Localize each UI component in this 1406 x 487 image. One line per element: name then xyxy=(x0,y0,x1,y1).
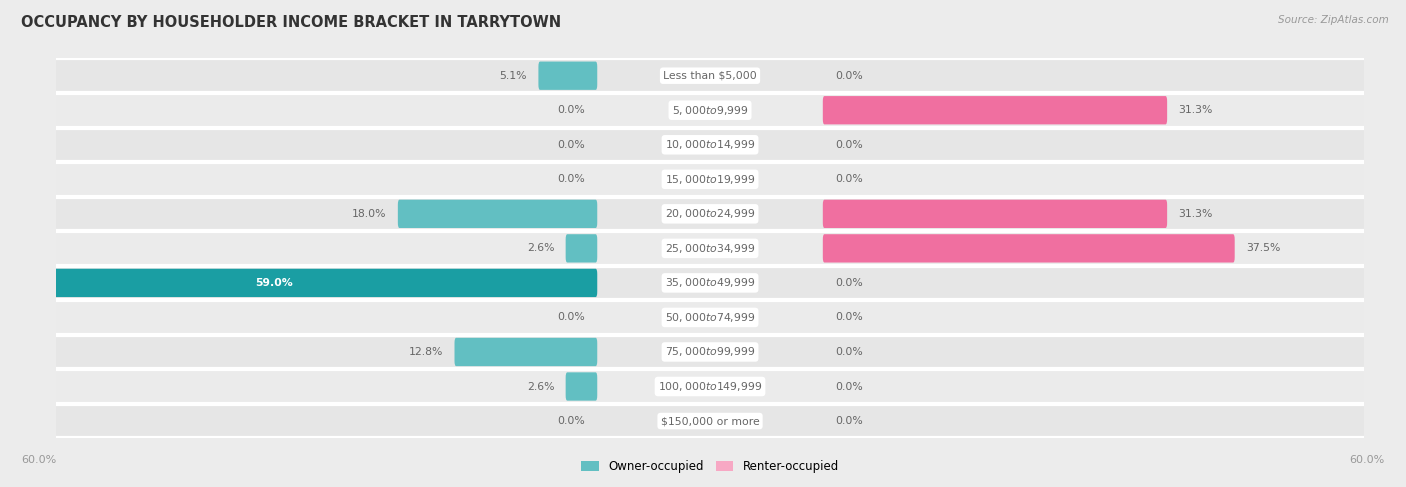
FancyBboxPatch shape xyxy=(56,265,1364,300)
Text: $150,000 or more: $150,000 or more xyxy=(661,416,759,426)
Text: 60.0%: 60.0% xyxy=(1350,455,1385,465)
Text: 0.0%: 0.0% xyxy=(557,174,585,184)
Text: $100,000 to $149,999: $100,000 to $149,999 xyxy=(658,380,762,393)
Text: $50,000 to $74,999: $50,000 to $74,999 xyxy=(665,311,755,324)
Text: 0.0%: 0.0% xyxy=(835,71,863,81)
Text: 0.0%: 0.0% xyxy=(835,347,863,357)
FancyBboxPatch shape xyxy=(823,200,1167,228)
FancyBboxPatch shape xyxy=(454,338,598,366)
Text: 0.0%: 0.0% xyxy=(557,313,585,322)
FancyBboxPatch shape xyxy=(56,197,1364,231)
FancyBboxPatch shape xyxy=(56,300,1364,335)
Text: 0.0%: 0.0% xyxy=(835,140,863,150)
Text: 0.0%: 0.0% xyxy=(557,140,585,150)
Text: 0.0%: 0.0% xyxy=(557,416,585,426)
FancyBboxPatch shape xyxy=(823,234,1234,262)
FancyBboxPatch shape xyxy=(56,335,1364,369)
Text: 31.3%: 31.3% xyxy=(1178,209,1213,219)
Text: Less than $5,000: Less than $5,000 xyxy=(664,71,756,81)
FancyBboxPatch shape xyxy=(538,61,598,90)
FancyBboxPatch shape xyxy=(56,162,1364,197)
Text: Source: ZipAtlas.com: Source: ZipAtlas.com xyxy=(1278,15,1389,25)
Text: 37.5%: 37.5% xyxy=(1246,244,1281,253)
Text: 0.0%: 0.0% xyxy=(835,174,863,184)
FancyBboxPatch shape xyxy=(56,369,1364,404)
FancyBboxPatch shape xyxy=(56,231,1364,265)
Text: 18.0%: 18.0% xyxy=(352,209,387,219)
Text: $20,000 to $24,999: $20,000 to $24,999 xyxy=(665,207,755,220)
Text: $35,000 to $49,999: $35,000 to $49,999 xyxy=(665,277,755,289)
Text: $75,000 to $99,999: $75,000 to $99,999 xyxy=(665,345,755,358)
FancyBboxPatch shape xyxy=(0,269,598,297)
FancyBboxPatch shape xyxy=(56,58,1364,93)
Text: 0.0%: 0.0% xyxy=(835,313,863,322)
Text: 59.0%: 59.0% xyxy=(256,278,292,288)
Text: $10,000 to $14,999: $10,000 to $14,999 xyxy=(665,138,755,151)
Legend: Owner-occupied, Renter-occupied: Owner-occupied, Renter-occupied xyxy=(576,455,844,478)
Text: 2.6%: 2.6% xyxy=(527,244,554,253)
Text: 31.3%: 31.3% xyxy=(1178,105,1213,115)
Text: 5.1%: 5.1% xyxy=(499,71,527,81)
FancyBboxPatch shape xyxy=(56,404,1364,438)
FancyBboxPatch shape xyxy=(398,200,598,228)
Text: 2.6%: 2.6% xyxy=(527,381,554,392)
Text: $5,000 to $9,999: $5,000 to $9,999 xyxy=(672,104,748,117)
FancyBboxPatch shape xyxy=(56,128,1364,162)
Text: $25,000 to $34,999: $25,000 to $34,999 xyxy=(665,242,755,255)
FancyBboxPatch shape xyxy=(823,96,1167,124)
Text: 0.0%: 0.0% xyxy=(557,105,585,115)
Text: 0.0%: 0.0% xyxy=(835,278,863,288)
Text: OCCUPANCY BY HOUSEHOLDER INCOME BRACKET IN TARRYTOWN: OCCUPANCY BY HOUSEHOLDER INCOME BRACKET … xyxy=(21,15,561,30)
FancyBboxPatch shape xyxy=(565,373,598,401)
Text: 60.0%: 60.0% xyxy=(21,455,56,465)
Text: 0.0%: 0.0% xyxy=(835,416,863,426)
FancyBboxPatch shape xyxy=(565,234,598,262)
Text: 12.8%: 12.8% xyxy=(409,347,443,357)
FancyBboxPatch shape xyxy=(56,93,1364,128)
Text: 0.0%: 0.0% xyxy=(835,381,863,392)
Text: $15,000 to $19,999: $15,000 to $19,999 xyxy=(665,173,755,186)
